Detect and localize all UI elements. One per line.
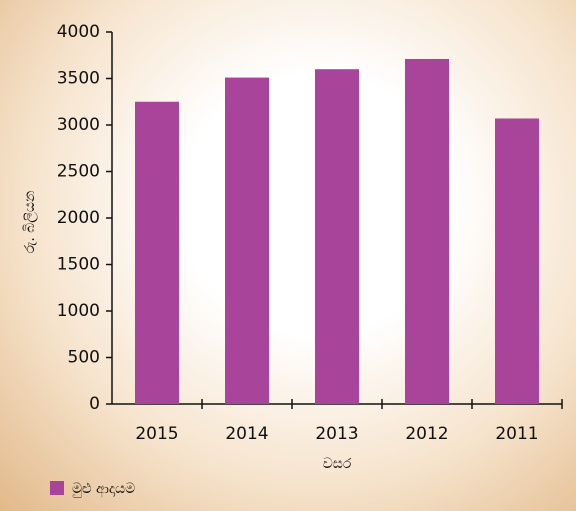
y-tick-label: 4000 xyxy=(57,22,100,42)
y-tick-label: 1000 xyxy=(57,301,100,321)
y-tick-label: 2000 xyxy=(57,208,100,228)
legend-swatch xyxy=(50,481,64,495)
bar xyxy=(135,101,179,404)
bar xyxy=(405,58,449,404)
x-tick-label: 2013 xyxy=(315,424,358,444)
bar xyxy=(495,118,539,405)
bar xyxy=(315,69,359,404)
x-tick-label: 2014 xyxy=(225,424,268,444)
bar xyxy=(225,77,269,404)
y-tick-label: 0 xyxy=(89,394,100,414)
x-axis-label: වසර xyxy=(323,456,352,472)
legend-label: මුළු ආදායම xyxy=(72,481,135,498)
x-tick-label: 2015 xyxy=(135,424,178,444)
x-tick-label: 2011 xyxy=(495,424,538,444)
x-tick-label: 2012 xyxy=(405,424,448,444)
y-tick-label: 3000 xyxy=(57,115,100,135)
y-tick-label: 1500 xyxy=(57,255,100,275)
y-tick-label: 2500 xyxy=(57,162,100,182)
y-tick-label: 500 xyxy=(68,348,100,368)
y-tick-label: 3500 xyxy=(57,69,100,89)
y-axis-label: රු. බිලියන xyxy=(22,191,38,254)
